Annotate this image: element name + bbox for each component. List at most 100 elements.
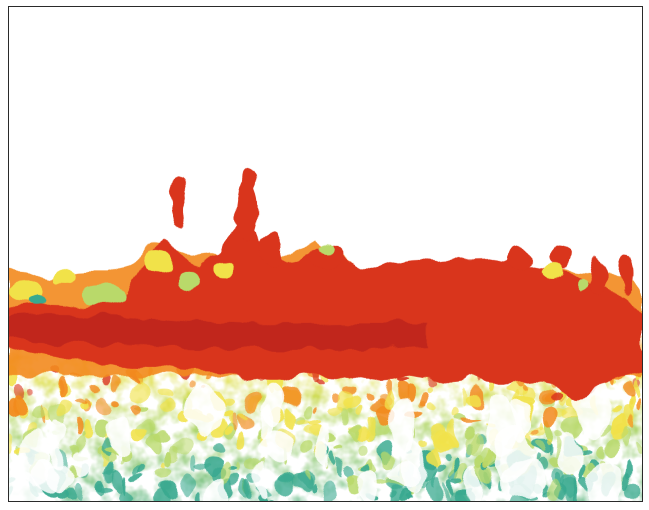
echo-gap — [45, 462, 76, 491]
echo-speck — [607, 440, 620, 459]
echo-speck — [282, 387, 299, 406]
echo-speck — [295, 415, 309, 422]
echo-speck — [239, 429, 247, 448]
echo-speck — [332, 448, 339, 470]
echo-speck — [323, 485, 337, 501]
echo-speck — [622, 382, 636, 397]
echo-speck — [189, 379, 198, 388]
echo-speck — [220, 395, 236, 404]
echo-speck — [220, 410, 232, 419]
echo-gap — [260, 432, 294, 462]
echo-speck — [133, 424, 148, 439]
echo-speck — [194, 462, 210, 469]
echo-speck — [424, 383, 431, 392]
echo-speck — [426, 402, 435, 410]
echo-gap — [204, 476, 228, 501]
echo-gap — [261, 384, 287, 430]
echo-speck — [406, 493, 416, 501]
echo-speck — [453, 477, 464, 483]
echo-speck — [9, 433, 13, 451]
echo-speck — [157, 465, 175, 477]
echo-speck — [609, 415, 627, 437]
echo-speck — [355, 427, 372, 436]
echo-speck — [171, 445, 182, 462]
echo-speck — [419, 401, 426, 408]
echo-speck — [128, 378, 147, 401]
echo-speck — [626, 393, 635, 414]
echo-speck — [384, 390, 393, 410]
echo-speck — [75, 483, 82, 501]
echo-speck — [213, 443, 226, 452]
echo-speck — [129, 403, 140, 415]
echo-speck — [341, 409, 350, 426]
echo-speck — [289, 410, 296, 429]
echo-speck — [538, 421, 544, 428]
echo-speck — [307, 415, 322, 423]
echo-speck — [79, 431, 85, 437]
echo-speck — [555, 432, 565, 440]
echo-gap — [359, 468, 377, 501]
echo-speck — [355, 440, 368, 456]
echo-speck — [609, 406, 620, 413]
echo-speck — [621, 428, 630, 449]
echo-speck — [64, 489, 77, 500]
echo-speck — [535, 439, 542, 452]
echo-speck — [625, 458, 633, 480]
echo-speck — [531, 454, 537, 463]
echo-speck — [366, 393, 374, 401]
echo-speck — [434, 438, 448, 451]
echo-speck — [59, 399, 72, 415]
echo-speck — [148, 434, 163, 454]
echo-speck — [96, 396, 110, 417]
echo-speck — [236, 461, 242, 473]
echo-speck — [72, 419, 81, 435]
echo-speck — [161, 459, 168, 466]
echo-speck — [302, 403, 311, 416]
echo-speck — [329, 406, 345, 415]
echo-speck — [347, 475, 365, 496]
echo-speck — [421, 437, 429, 447]
echo-speck — [465, 392, 483, 404]
echo-speck — [118, 490, 135, 501]
echo-speck — [343, 397, 362, 409]
echo-speck — [565, 420, 581, 439]
echo-speck — [138, 466, 147, 474]
echo-speck — [424, 378, 435, 384]
echo-speck — [395, 381, 407, 400]
echo-speck — [637, 396, 642, 410]
echo-speck — [238, 417, 248, 422]
echo-gap — [465, 468, 481, 501]
echo-gap — [50, 416, 66, 467]
echo-speck — [435, 464, 445, 473]
echo-speck — [224, 427, 231, 435]
echo-speck — [336, 443, 345, 448]
echo-speck — [531, 425, 539, 433]
echo-speck — [578, 463, 585, 484]
echo-speck — [219, 463, 231, 484]
echo-speck — [190, 455, 196, 471]
echo-speck — [130, 473, 146, 481]
echo-speck — [544, 407, 560, 428]
echo-speck — [264, 497, 273, 501]
echo-speck — [464, 428, 472, 439]
echo-speck — [95, 480, 104, 494]
echo-speck — [120, 456, 125, 467]
echo-speck — [550, 389, 565, 400]
echo-speck — [113, 375, 121, 391]
echo-speck — [357, 407, 366, 418]
echo-speck — [31, 405, 45, 418]
echo-columns — [170, 168, 634, 296]
echo-speck — [82, 421, 94, 440]
echo-speck — [460, 420, 477, 425]
echo-speck — [445, 483, 450, 501]
echo-speck — [522, 383, 528, 390]
echo-speck — [627, 415, 634, 429]
echo-speck — [151, 488, 169, 501]
echo-gap — [560, 434, 582, 477]
echo-speck — [102, 472, 119, 478]
echo-speck — [101, 373, 113, 384]
echo-speck — [123, 476, 128, 496]
echo-speck — [29, 390, 36, 397]
echo-gap — [75, 452, 92, 477]
echo-speck — [430, 447, 441, 468]
